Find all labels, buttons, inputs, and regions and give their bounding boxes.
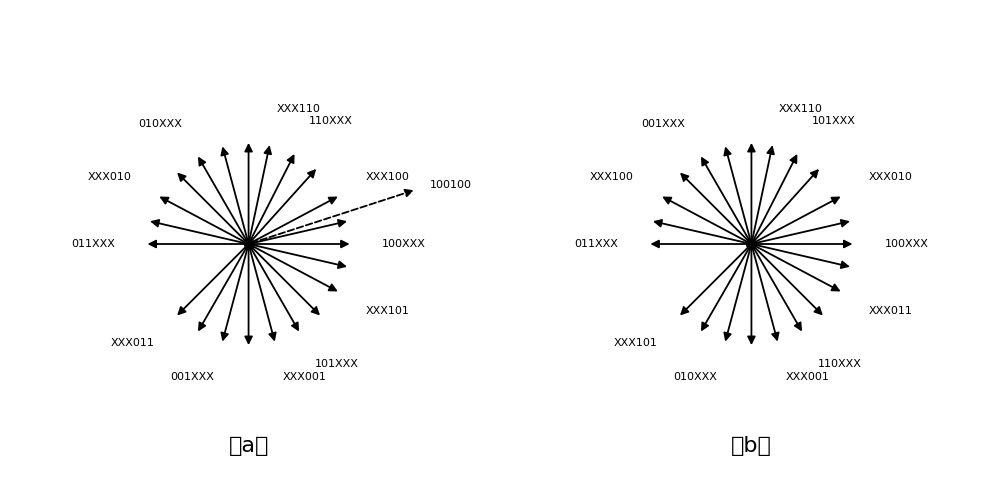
Text: 001XXX: 001XXX [641,119,685,129]
Text: 011XXX: 011XXX [72,239,116,249]
Text: XXX001: XXX001 [283,372,327,383]
Text: XXX011: XXX011 [111,338,155,348]
Text: 110XXX: 110XXX [309,116,353,125]
Text: XXX011: XXX011 [869,306,913,316]
Text: XXX101: XXX101 [614,338,657,348]
Text: 101XXX: 101XXX [315,359,359,369]
Text: 101XXX: 101XXX [812,116,856,125]
Text: XXX100: XXX100 [590,172,634,182]
Text: XXX100: XXX100 [366,172,410,182]
Text: XXX101: XXX101 [366,306,410,316]
Text: 010XXX: 010XXX [138,119,182,129]
Text: XXX001: XXX001 [786,372,830,383]
Text: 100XXX: 100XXX [382,239,425,249]
Text: XXX110: XXX110 [276,104,320,114]
Text: 011XXX: 011XXX [575,239,618,249]
Text: XXX010: XXX010 [87,172,131,182]
Text: （a）: （a） [228,436,269,456]
Text: （b）: （b） [731,436,772,456]
Text: XXX110: XXX110 [779,104,823,114]
Text: 110XXX: 110XXX [818,359,862,369]
Text: 100100: 100100 [430,180,472,190]
Text: 001XXX: 001XXX [170,372,214,383]
Text: XXX010: XXX010 [869,172,913,182]
Text: 010XXX: 010XXX [673,372,717,383]
Text: 100XXX: 100XXX [884,239,928,249]
